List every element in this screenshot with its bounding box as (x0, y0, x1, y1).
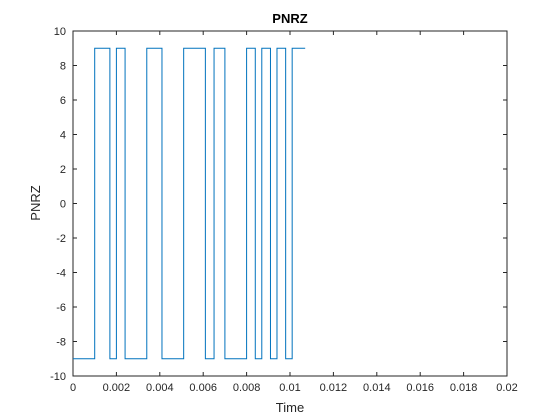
x-tick-label: 0.02 (496, 382, 517, 394)
x-tick-label: 0.002 (103, 382, 131, 394)
x-tick-label: 0.006 (189, 382, 217, 394)
x-tick-label: 0.01 (279, 382, 300, 394)
y-axis-label: PNRZ (28, 185, 43, 220)
y-tick-label: 4 (60, 130, 66, 142)
x-tick-label: 0.016 (406, 382, 434, 394)
y-tick-label: 10 (54, 26, 66, 38)
y-tick-label: 6 (60, 95, 66, 107)
y-tick-label: 0 (60, 199, 66, 211)
chart-title: PNRZ (272, 11, 307, 26)
x-tick-label: 0.014 (363, 382, 391, 394)
y-tick-label: 2 (60, 164, 66, 176)
x-tick-label: 0.004 (146, 382, 174, 394)
y-tick-label: 8 (60, 61, 66, 73)
x-tick-label: 0.008 (233, 382, 261, 394)
x-axis: 0 0.002 0.004 0.006 0.008 0.01 0.012 0.014 0.016… (70, 31, 518, 394)
y-tick-label: -4 (56, 268, 66, 280)
x-tick-label: 0 (70, 382, 76, 394)
y-tick-label: -10 (50, 371, 66, 383)
x-tick-label: 0.012 (320, 382, 348, 394)
x-tick-label: 0.018 (450, 382, 478, 394)
plot-area (72, 30, 508, 377)
series-line (73, 47, 306, 360)
y-tick-label: -6 (56, 302, 66, 314)
y-tick-label: -8 (56, 337, 66, 349)
y-axis: -10 -8 -6 -4 -2 0 2 4 6 8 10 (50, 26, 507, 383)
y-tick-label: -2 (56, 233, 66, 245)
x-axis-label: Time (276, 400, 304, 415)
series-layer (73, 47, 306, 360)
